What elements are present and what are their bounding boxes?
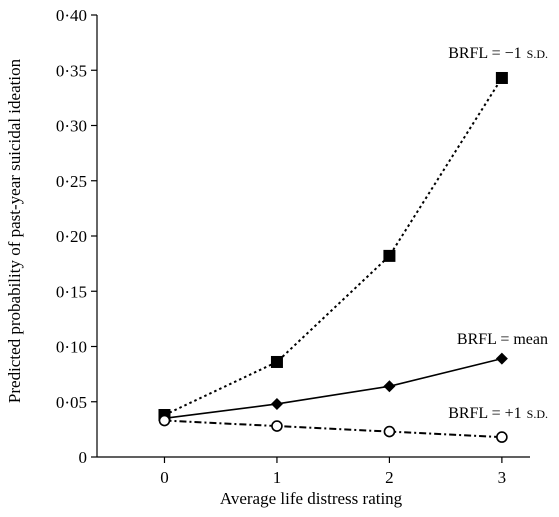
- x-axis-label: Average life distress rating: [220, 489, 403, 508]
- series-label-unit: S.D.: [527, 47, 548, 61]
- series-0-point-3: [495, 71, 508, 84]
- series-label-unit: S.D.: [527, 407, 548, 421]
- y-tick-label: 0·05: [56, 393, 87, 412]
- x-tick-label: 2: [385, 468, 394, 487]
- series-lines: [164, 77, 503, 439]
- y-tick-label: 0·10: [56, 338, 87, 357]
- series-label-main: BRFL = mean: [457, 331, 548, 348]
- x-tick-label: 1: [273, 468, 282, 487]
- y-axis-ticks: 0 0·05 0·10 0·15 0·20 0·25 0·30 0·35 0·40: [56, 6, 97, 467]
- x-tick-label: 0: [160, 468, 169, 487]
- series-1-point-1: [270, 397, 283, 410]
- series-label-main: BRFL = +1: [448, 405, 521, 422]
- series-line-0: [164, 77, 503, 416]
- series-label-0: BRFL = −1 S.D.: [448, 45, 548, 62]
- y-tick-label: 0·15: [56, 282, 87, 301]
- series-labels: BRFL = −1 S.D. BRFL = mean BRFL = +1 S.D.: [448, 45, 548, 422]
- series-0-point-2: [383, 249, 396, 262]
- series-label-1: BRFL = mean: [457, 331, 548, 348]
- y-tick-label: 0·20: [56, 227, 87, 246]
- y-tick-label: 0·25: [56, 172, 87, 191]
- series-2-point-1: [271, 420, 283, 432]
- series-label-2: BRFL = +1 S.D.: [448, 405, 548, 422]
- y-axis-label: Predicted probability of past-year suici…: [5, 58, 24, 403]
- series-2-point-3: [496, 431, 508, 443]
- series-1-point-3: [495, 352, 508, 365]
- series-line-1: [164, 357, 503, 420]
- series-2-point-0: [158, 414, 171, 427]
- series-1-point-2: [383, 380, 396, 393]
- x-axis-ticks: 0 1 2 3: [160, 457, 506, 487]
- y-tick-label: 0: [79, 448, 88, 467]
- y-tick-label: 0·30: [56, 117, 87, 136]
- x-tick-label: 3: [498, 468, 507, 487]
- series-markers: [158, 71, 508, 443]
- series-2-point-2: [383, 425, 396, 438]
- series-0-point-1: [270, 355, 283, 368]
- series-line-2: [164, 419, 502, 439]
- axes: [96, 15, 530, 458]
- y-tick-label: 0·40: [56, 6, 87, 25]
- y-tick-label: 0·35: [56, 61, 87, 80]
- series-label-main: BRFL = −1: [448, 45, 521, 62]
